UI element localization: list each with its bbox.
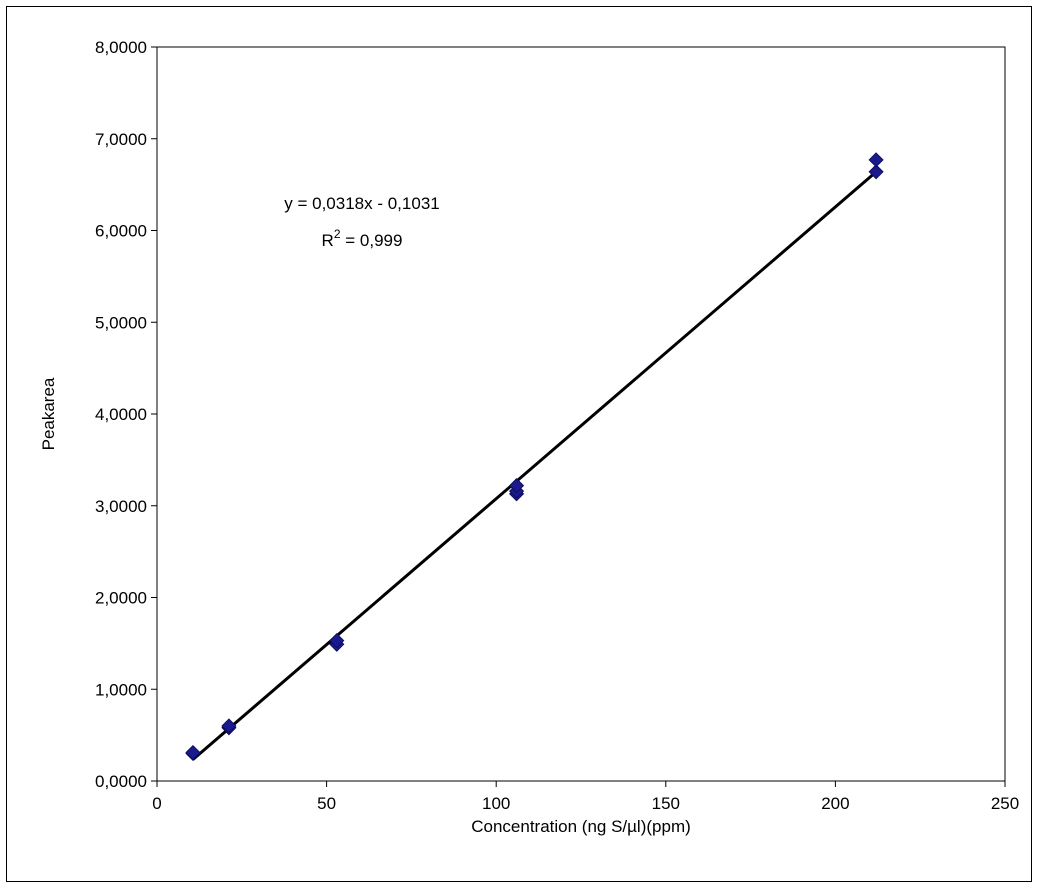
y-tick-label: 1,0000 [95, 680, 147, 699]
y-tick-label: 6,0000 [95, 222, 147, 241]
r-squared-label: R2 = 0,999 [322, 227, 403, 250]
x-tick-label: 0 [152, 794, 161, 813]
x-axis-title: Concentration (ng S/µl)(ppm) [471, 817, 691, 836]
linear-trendline [191, 170, 878, 761]
chart-frame [6, 6, 1032, 882]
data-point [868, 164, 884, 180]
x-tick-label: 100 [482, 794, 510, 813]
x-tick-label: 250 [991, 794, 1019, 813]
y-tick-label: 5,0000 [95, 313, 147, 332]
r-squared-prefix: R [322, 231, 334, 250]
y-axis: 0,0000 1,0000 2,0000 3,0000 4,0000 5,0000 6,00… [95, 38, 157, 791]
data-point [508, 477, 525, 494]
x-axis: 0 50 100 150 200 250 [152, 781, 1019, 813]
x-tick-label: 50 [317, 794, 336, 813]
data-point [868, 152, 884, 168]
trendline-group [191, 170, 878, 761]
x-tick-label: 200 [821, 794, 849, 813]
data-points [185, 152, 884, 762]
y-tick-label: 8,0000 [95, 38, 147, 57]
trendline-equation: y = 0,0318x - 0,1031 [284, 194, 439, 213]
data-point [185, 744, 201, 761]
data-point [221, 718, 237, 734]
y-axis-title: Peakarea [39, 377, 58, 450]
x-tick-label: 150 [652, 794, 680, 813]
y-tick-label: 4,0000 [95, 405, 147, 424]
y-tick-label: 7,0000 [95, 130, 147, 149]
y-tick-label: 3,0000 [95, 497, 147, 516]
r-squared-value: = 0,999 [341, 231, 403, 250]
y-tick-label: 2,0000 [95, 589, 147, 608]
r-squared-superscript: 2 [334, 227, 341, 241]
y-tick-label: 0,0000 [95, 772, 147, 791]
data-point [329, 633, 345, 649]
